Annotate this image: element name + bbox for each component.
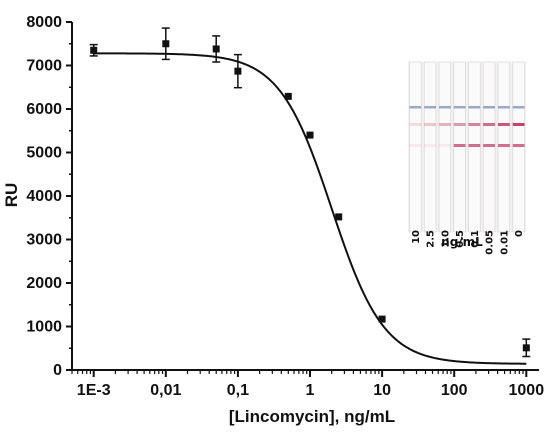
strip-label: 0.01 — [499, 230, 510, 255]
x-tick-label: 1 — [306, 382, 315, 399]
strip-label: 1.0 — [440, 230, 451, 248]
y-tick-label: 6000 — [26, 101, 62, 118]
strip-label: 0 — [514, 230, 525, 237]
x-axis-title: [Lincomycin], ng/mL — [229, 407, 395, 426]
x-tick-label: 100 — [441, 382, 468, 399]
y-tick-label: 0 — [53, 362, 62, 379]
test-line — [498, 123, 510, 126]
sample-line — [483, 144, 495, 147]
strip-label: 0.5 — [455, 230, 466, 248]
sample-line — [424, 144, 436, 147]
strip-label: 2.5 — [426, 230, 437, 248]
control-line — [409, 106, 422, 109]
x-tick-label: 10 — [373, 382, 391, 399]
data-point — [306, 131, 314, 139]
test-line — [468, 123, 481, 126]
data-point — [212, 45, 220, 53]
data-point — [522, 344, 530, 352]
y-tick-label: 4000 — [26, 188, 62, 205]
x-tick-label: 1E-3 — [77, 382, 111, 399]
data-point — [335, 213, 343, 221]
y-tick-label: 7000 — [26, 58, 62, 75]
x-tick-label: 1000 — [509, 382, 545, 399]
data-point — [284, 92, 292, 100]
y-tick-label: 2000 — [26, 275, 62, 292]
control-line — [424, 106, 436, 109]
y-tick-label: 5000 — [26, 145, 62, 162]
control-line — [468, 106, 481, 109]
sample-line — [409, 144, 422, 147]
y-axis-title: RU — [2, 183, 21, 208]
x-tick-label: 0,1 — [227, 382, 249, 399]
control-line — [439, 106, 451, 109]
data-point — [234, 67, 242, 75]
sample-line — [512, 144, 525, 147]
test-line — [424, 123, 436, 126]
data-point — [162, 40, 170, 48]
sample-line — [453, 144, 466, 147]
sample-line — [439, 144, 451, 147]
test-strip-inset: 10 2.5 1.0 0.5 0.1 0.05 0.01 0 ng/mL — [408, 61, 526, 255]
y-tick-label: 8000 — [26, 14, 62, 31]
data-point — [90, 46, 98, 54]
x-tick-label: 0,01 — [150, 382, 181, 399]
strip-label: 0.1 — [470, 230, 481, 248]
control-line — [512, 106, 525, 109]
control-line — [453, 106, 466, 109]
test-strip — [409, 61, 422, 233]
test-line — [453, 123, 466, 126]
test-strip — [438, 61, 452, 233]
data-point — [378, 315, 386, 323]
y-tick-label: 1000 — [26, 319, 62, 336]
strip-label: 0.05 — [485, 230, 496, 255]
y-tick-label: 3000 — [26, 232, 62, 249]
control-line — [498, 106, 510, 109]
test-line — [512, 123, 525, 126]
sample-line — [468, 144, 481, 147]
sample-line — [498, 144, 510, 147]
strip-unit-label: ng/mL — [441, 235, 483, 249]
strip-label: 10 — [411, 230, 422, 244]
control-line — [483, 106, 495, 109]
test-line — [409, 123, 422, 126]
test-line — [483, 123, 495, 126]
test-line — [439, 123, 451, 126]
test-strip — [423, 61, 437, 233]
